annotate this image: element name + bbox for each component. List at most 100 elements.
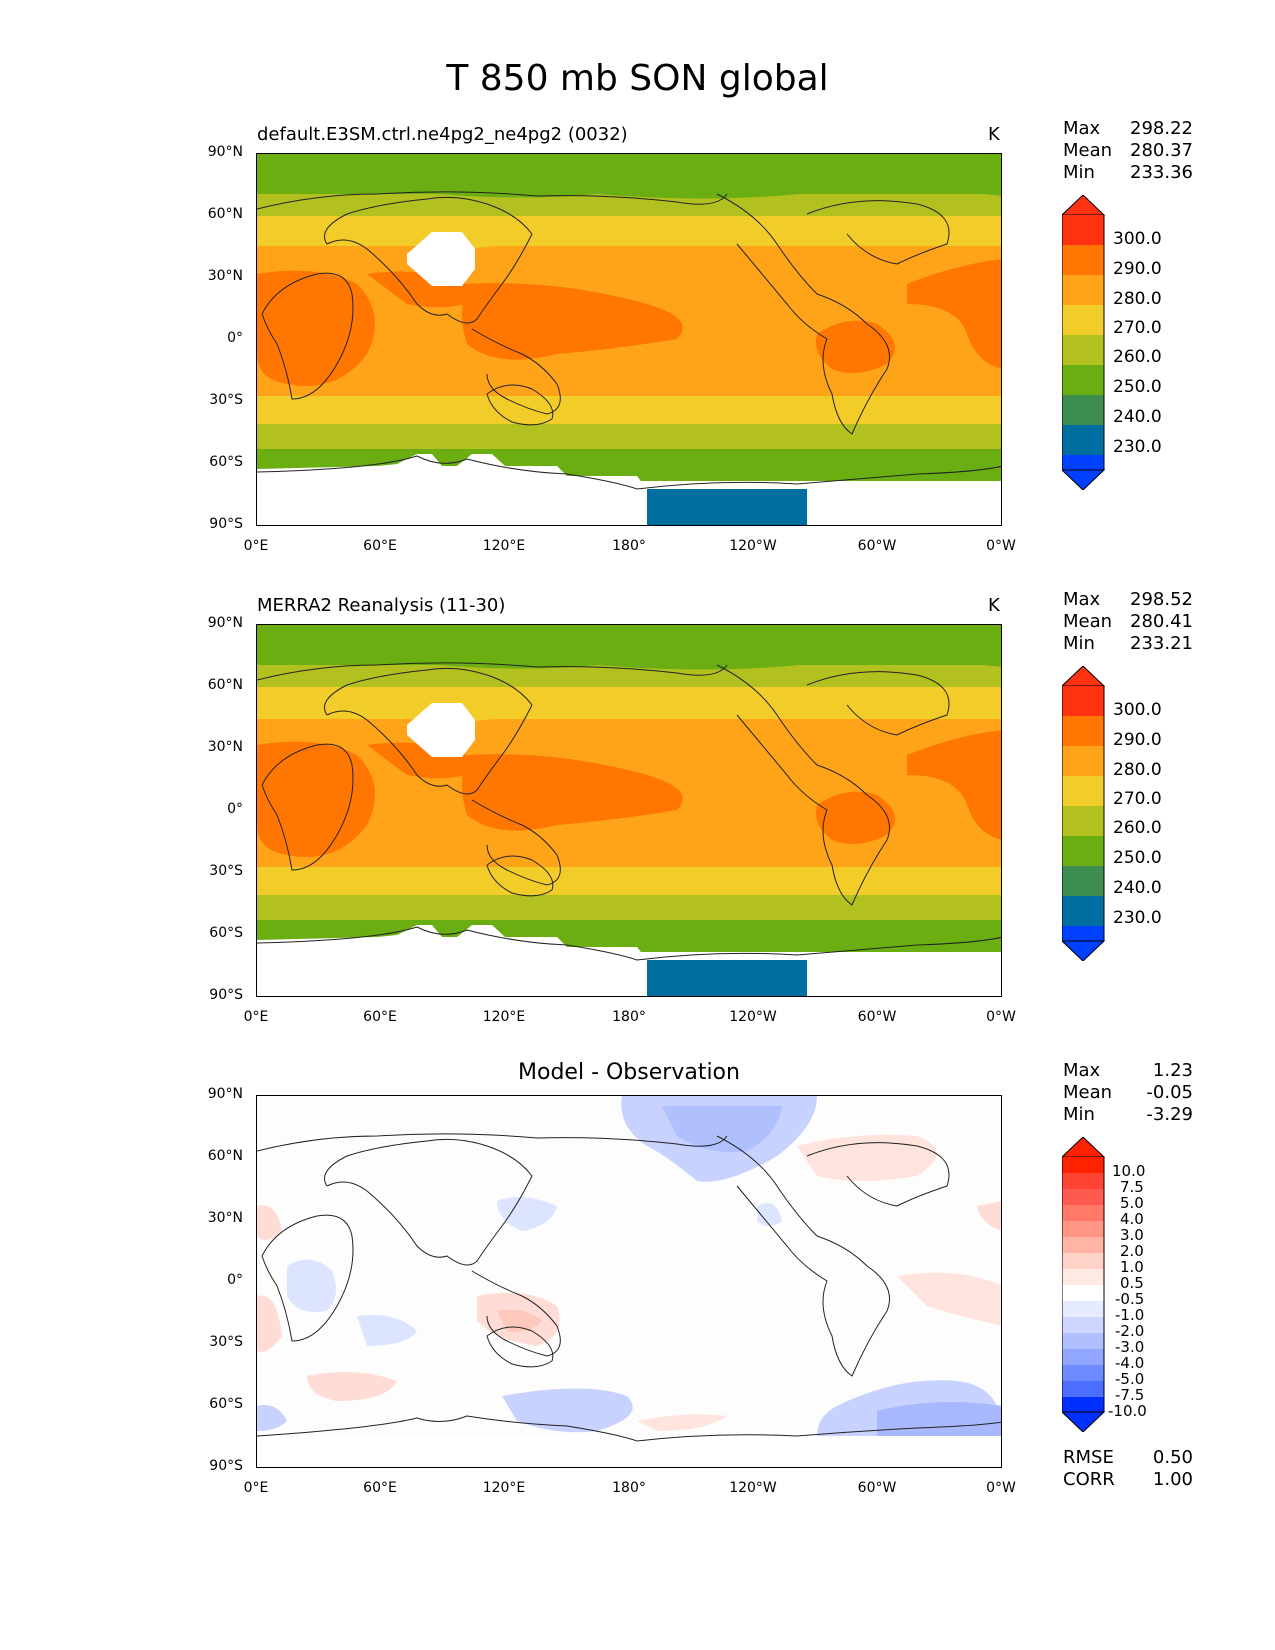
lat-tick: 30°S: [209, 1334, 243, 1350]
colorbar: [1060, 194, 1108, 494]
temperature-map-observation: [256, 624, 1002, 997]
colorbar-label: 290.0: [1113, 259, 1162, 279]
stats-block: Max 298.52 Mean 280.41 Min 233.21: [1063, 589, 1193, 655]
colorbar-label: 7.5: [1120, 1178, 1144, 1196]
units-label: K: [988, 124, 1000, 145]
lon-tick: 0°W: [986, 538, 1016, 554]
lat-tick: 90°N: [207, 615, 243, 631]
colorbar-label: 300.0: [1113, 700, 1162, 720]
stat-label: Max: [1063, 589, 1101, 610]
colorbar-label: 5.0: [1120, 1194, 1144, 1212]
lon-tick: 60°W: [857, 1009, 897, 1025]
colorbar-label: 250.0: [1113, 848, 1162, 868]
stat-label: Min: [1063, 633, 1095, 654]
lat-tick: 60°N: [207, 206, 243, 222]
difference-map: [256, 1095, 1002, 1468]
stat-label: Min: [1063, 162, 1095, 183]
stat-rmse: 0.50: [1152, 1447, 1193, 1468]
panel-title: default.E3SM.ctrl.ne4pg2_ne4pg2 (0032): [257, 124, 628, 145]
colorbar-label: 240.0: [1113, 407, 1162, 427]
lon-tick: 60°E: [363, 1480, 397, 1496]
stat-label: Max: [1063, 118, 1101, 139]
colorbar-label: -0.5: [1115, 1290, 1145, 1308]
stat-label: Max: [1063, 1060, 1101, 1081]
lat-tick: 90°S: [209, 1458, 243, 1474]
panel-title: Model - Observation: [518, 1060, 740, 1085]
lon-tick: 180°: [612, 538, 646, 554]
colorbar-label: -2.0: [1115, 1322, 1145, 1340]
lon-tick: 180°: [612, 1480, 646, 1496]
lat-tick: 30°S: [209, 863, 243, 879]
colorbar-label: 0.5: [1120, 1274, 1144, 1292]
colorbar-label: 10.0: [1112, 1162, 1146, 1180]
lat-tick: 30°N: [207, 739, 243, 755]
lat-tick: 60°S: [209, 1396, 243, 1412]
colorbar-label: 280.0: [1113, 760, 1162, 780]
lat-tick: 0°: [227, 1272, 243, 1288]
lon-tick: 180°: [612, 1009, 646, 1025]
lat-tick: 60°N: [207, 677, 243, 693]
lon-tick: 120°W: [729, 1009, 777, 1025]
lat-tick: 60°N: [207, 1148, 243, 1164]
stat-label: RMSE: [1063, 1447, 1114, 1468]
lat-tick: 90°S: [209, 516, 243, 532]
lon-tick: 120°E: [482, 1480, 526, 1496]
lat-tick: 60°S: [209, 925, 243, 941]
stats-block: Max 298.22 Mean 280.37 Min 233.36: [1063, 118, 1193, 184]
colorbar-label: -3.0: [1115, 1338, 1145, 1356]
lon-tick: 0°E: [243, 1009, 269, 1025]
figure-title: T 850 mb SON global: [446, 58, 829, 99]
colorbar-label: -7.5: [1115, 1386, 1145, 1404]
stat-mean: -0.05: [1146, 1082, 1193, 1103]
stat-max: 298.52: [1130, 589, 1193, 610]
stat-min: 233.21: [1130, 633, 1193, 654]
colorbar-label: -4.0: [1115, 1354, 1145, 1372]
lat-tick: 0°: [227, 801, 243, 817]
stat-min: -3.29: [1146, 1104, 1193, 1125]
colorbar-label: -1.0: [1115, 1306, 1145, 1324]
colorbar-label: 2.0: [1120, 1242, 1144, 1260]
error-stats-block: RMSE 0.50 CORR 1.00: [1063, 1447, 1193, 1491]
colorbar-label: 290.0: [1113, 730, 1162, 750]
colorbar-label: 260.0: [1113, 818, 1162, 838]
colorbar-label: -5.0: [1115, 1370, 1145, 1388]
colorbar-label: 240.0: [1113, 878, 1162, 898]
stat-label: Mean: [1063, 611, 1113, 632]
stat-mean: 280.41: [1130, 611, 1193, 632]
stat-label: Mean: [1063, 1082, 1113, 1103]
colorbar-label: 300.0: [1113, 229, 1162, 249]
colorbar-label: 1.0: [1120, 1258, 1144, 1276]
stat-label: CORR: [1063, 1469, 1115, 1490]
lon-tick: 120°W: [729, 1480, 777, 1496]
colorbar-label: 260.0: [1113, 347, 1162, 367]
lon-tick: 120°W: [729, 538, 777, 554]
colorbar-label: 250.0: [1113, 377, 1162, 397]
colorbar-label: 270.0: [1113, 318, 1162, 338]
lat-tick: 90°N: [207, 1086, 243, 1102]
lon-tick: 60°W: [857, 538, 897, 554]
lon-tick: 60°E: [363, 1009, 397, 1025]
lon-tick: 0°E: [243, 1480, 269, 1496]
colorbar-label: 280.0: [1113, 289, 1162, 309]
lon-tick: 0°W: [986, 1009, 1016, 1025]
stat-label: Min: [1063, 1104, 1095, 1125]
lat-tick: 30°S: [209, 392, 243, 408]
stat-corr: 1.00: [1152, 1469, 1193, 1490]
lon-tick: 60°W: [857, 1480, 897, 1496]
colorbar-label: 230.0: [1113, 908, 1162, 928]
colorbar-label: -10.0: [1108, 1402, 1147, 1420]
stats-block: Max 1.23 Mean -0.05 Min -3.29: [1063, 1060, 1193, 1126]
colorbar-label: 270.0: [1113, 789, 1162, 809]
lon-tick: 120°E: [482, 1009, 526, 1025]
lat-tick: 90°S: [209, 987, 243, 1003]
lat-tick: 0°: [227, 330, 243, 346]
colorbar-label: 3.0: [1120, 1226, 1144, 1244]
panel-title: MERRA2 Reanalysis (11-30): [257, 595, 506, 616]
stat-mean: 280.37: [1130, 140, 1193, 161]
stat-min: 233.36: [1130, 162, 1193, 183]
lon-tick: 0°W: [986, 1480, 1016, 1496]
lat-tick: 30°N: [207, 1210, 243, 1226]
stat-max: 1.23: [1152, 1060, 1193, 1081]
stat-label: Mean: [1063, 140, 1113, 161]
colorbar: [1060, 1136, 1108, 1436]
